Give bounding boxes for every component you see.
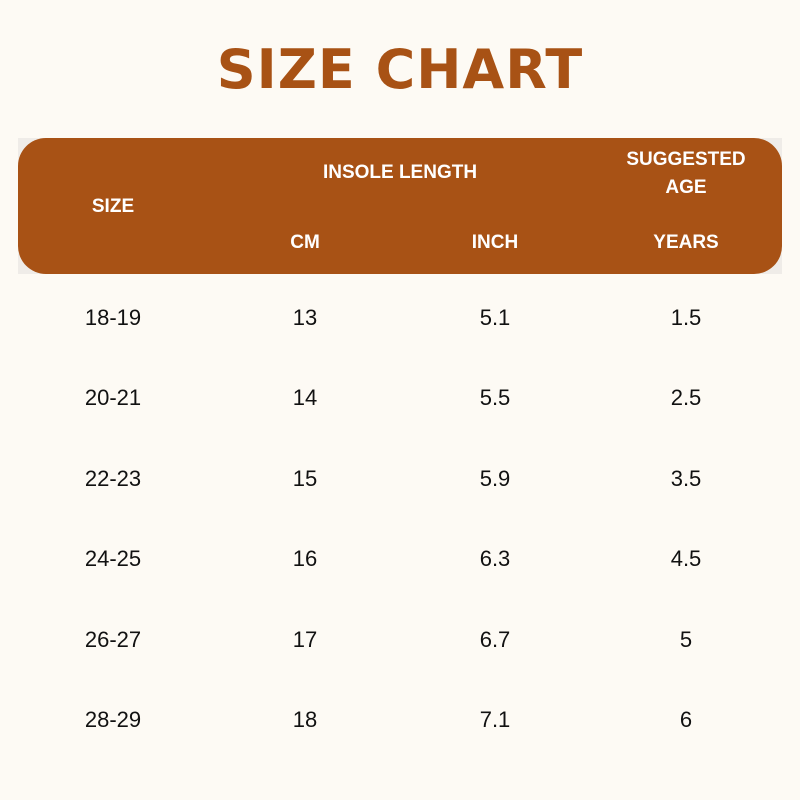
cell-years: 4.5 [670,546,702,572]
cell-cm: 18 [292,707,318,732]
cell-inch: 5.9 [479,465,511,491]
cell-size: 22-23 [84,465,142,491]
cell-inch: 5.1 [479,305,511,330]
cell-size: 28-29 [84,707,142,732]
cell-size: 20-21 [84,385,142,411]
cell-years: 5 [679,626,693,652]
cell-years: 1.5 [670,305,702,330]
page-title: SIZE CHART [216,38,584,101]
cell-size: 26-27 [84,626,142,652]
header-age: AGE [665,177,707,198]
table-header [18,138,782,274]
header-cm: CM [290,232,320,253]
cell-cm: 17 [292,626,318,652]
header-inch: INCH [471,232,519,253]
header-years: YEARS [653,232,719,253]
cell-size: 18-19 [84,305,142,330]
cell-cm: 16 [292,546,318,572]
cell-years: 3.5 [670,465,702,491]
cell-inch: 5.5 [479,385,511,411]
header-insole-length: INSOLE LENGTH [322,162,478,183]
cell-size: 24-25 [84,546,142,572]
header-size: SIZE [91,196,135,217]
cell-inch: 6.7 [479,626,511,652]
cell-years: 6 [679,707,693,732]
cell-cm: 14 [292,385,318,411]
cell-cm: 15 [292,465,318,491]
cell-inch: 7.1 [479,707,511,732]
cell-cm: 13 [292,305,318,330]
cell-years: 2.5 [670,385,702,411]
cell-inch: 6.3 [479,546,511,572]
header-suggested: SUGGESTED [626,149,746,170]
